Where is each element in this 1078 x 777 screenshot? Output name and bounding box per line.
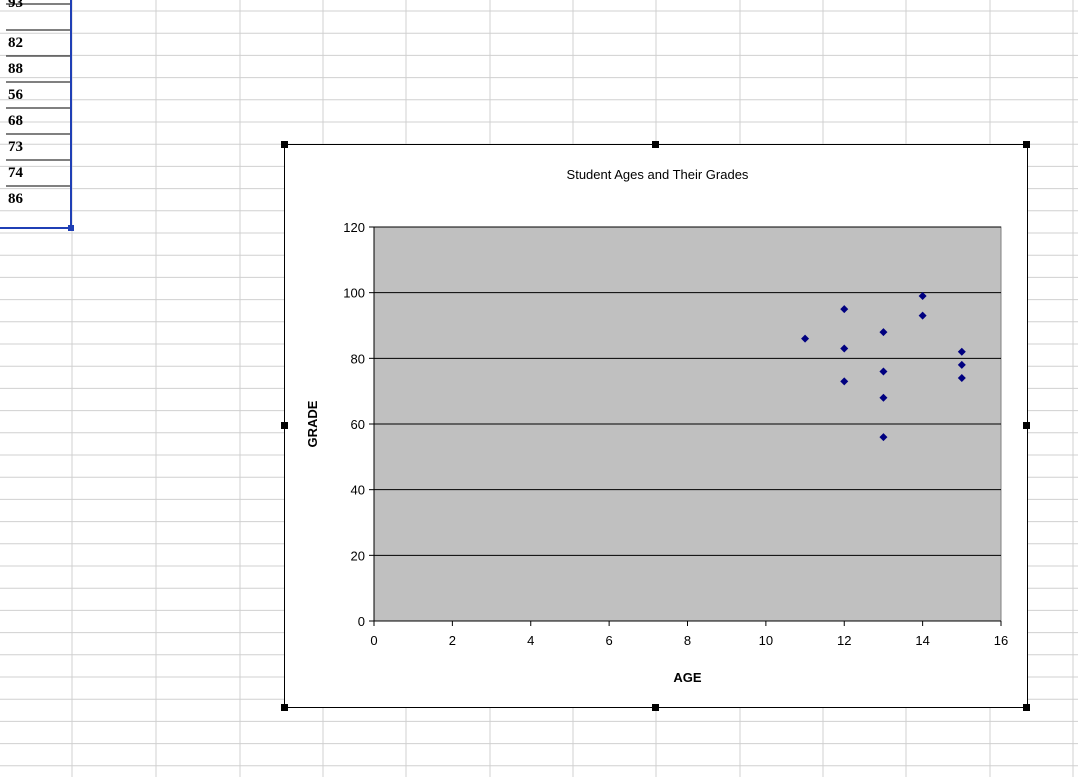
y-tick-label: 40	[351, 483, 365, 498]
x-tick-label: 10	[759, 633, 773, 648]
x-tick-label: 14	[915, 633, 929, 648]
x-axis-tick-labels: 0 2 4 6 8 10 12 14 16	[370, 633, 1008, 648]
x-tick-label: 8	[684, 633, 691, 648]
data-point[interactable]	[840, 377, 849, 386]
y-tick-label: 60	[351, 417, 365, 432]
data-point[interactable]	[918, 291, 927, 300]
cell[interactable]: 86	[8, 191, 23, 207]
data-points	[801, 291, 966, 442]
resize-handle-top-right[interactable]	[1023, 141, 1030, 148]
cell[interactable]: 74	[8, 165, 23, 181]
y-tick-label: 120	[343, 220, 365, 235]
resize-handle-top-middle[interactable]	[652, 141, 659, 148]
data-point[interactable]	[801, 334, 810, 343]
cell[interactable]: 56	[8, 87, 23, 103]
fill-handle[interactable]	[68, 225, 74, 231]
y-axis-title[interactable]: GRADE	[305, 400, 320, 447]
cell[interactable]: 68	[8, 113, 23, 129]
data-point[interactable]	[957, 360, 966, 369]
x-tick-label: 2	[449, 633, 456, 648]
data-point[interactable]	[879, 367, 888, 376]
cell[interactable]: 82	[8, 35, 23, 51]
cell[interactable]: 73	[8, 139, 23, 155]
scatter-chart: 0 20 40 60 80 100 120 0 2 4 6 8 10 12 14 16 Student Ag…	[305, 167, 1008, 685]
x-axis-title[interactable]: AGE	[673, 670, 702, 685]
data-point[interactable]	[840, 305, 849, 314]
data-point[interactable]	[879, 393, 888, 402]
cell[interactable]: 88	[8, 61, 23, 77]
data-point[interactable]	[879, 433, 888, 442]
data-point[interactable]	[879, 328, 888, 337]
data-point[interactable]	[918, 311, 927, 320]
x-tick-label: 12	[837, 633, 851, 648]
y-axis-tick-labels: 0 20 40 60 80 100 120	[343, 220, 365, 629]
resize-handle-bottom-middle[interactable]	[652, 704, 659, 711]
y-tick-label: 100	[343, 286, 365, 301]
resize-handle-top-left[interactable]	[281, 141, 288, 148]
y-tick-label: 20	[351, 548, 365, 563]
x-tick-label: 4	[527, 633, 534, 648]
x-tick-label: 6	[606, 633, 613, 648]
chart-title[interactable]: Student Ages and Their Grades	[567, 167, 749, 182]
y-tick-label: 80	[351, 351, 365, 366]
axes	[369, 226, 1002, 626]
data-point[interactable]	[957, 374, 966, 383]
y-tick-label: 0	[358, 614, 365, 629]
resize-handle-bottom-left[interactable]	[281, 704, 288, 711]
data-point[interactable]	[840, 344, 849, 353]
resize-handle-middle-right[interactable]	[1023, 422, 1030, 429]
chart-area[interactable]: 0 20 40 60 80 100 120 0 2 4 6 8 10 12 14 16 Student Ag…	[284, 144, 1028, 708]
x-tick-label: 0	[370, 633, 377, 648]
resize-handle-bottom-right[interactable]	[1023, 704, 1030, 711]
data-point[interactable]	[957, 347, 966, 356]
x-tick-label: 16	[994, 633, 1008, 648]
horizontal-gridlines	[374, 226, 1001, 556]
cell[interactable]: 93	[8, 0, 23, 11]
resize-handle-middle-left[interactable]	[281, 422, 288, 429]
